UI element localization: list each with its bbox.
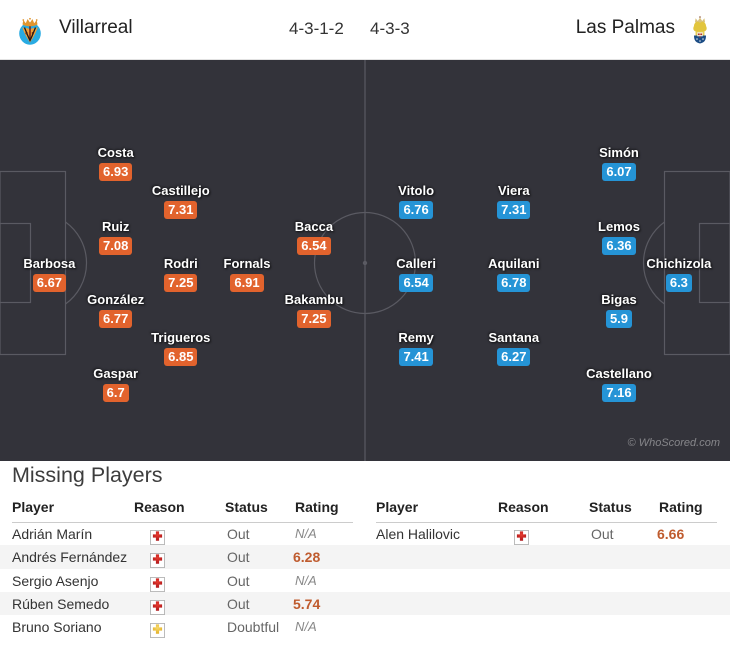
svg-text:C: C [25, 32, 28, 36]
